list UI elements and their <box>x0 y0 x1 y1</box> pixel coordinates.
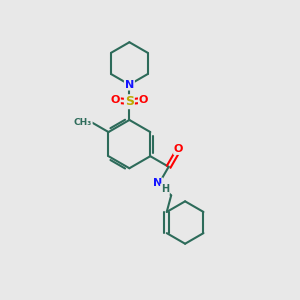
Text: S: S <box>125 95 134 108</box>
Text: N: N <box>125 80 134 90</box>
Text: N: N <box>153 178 162 188</box>
Text: O: O <box>111 95 120 105</box>
Text: O: O <box>174 144 183 154</box>
Text: H: H <box>161 184 169 194</box>
Text: CH₃: CH₃ <box>74 118 92 127</box>
Text: O: O <box>139 95 148 105</box>
